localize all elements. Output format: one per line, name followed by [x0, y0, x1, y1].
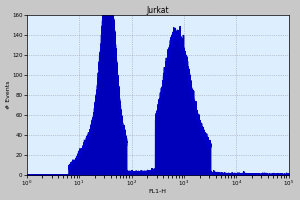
X-axis label: FL1-H: FL1-H [149, 189, 167, 194]
Title: Jurkat: Jurkat [146, 6, 169, 15]
Y-axis label: # Events: # Events [6, 81, 10, 109]
